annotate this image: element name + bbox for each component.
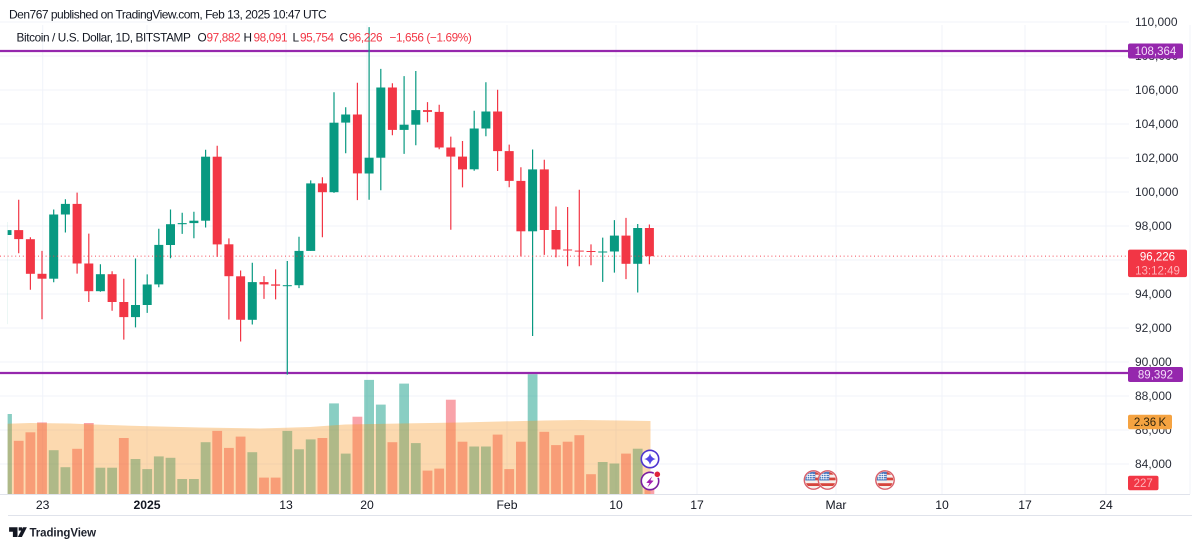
svg-text:84,000: 84,000 (1135, 457, 1172, 471)
svg-text:92,000: 92,000 (1135, 321, 1172, 335)
svg-text:94,000: 94,000 (1135, 287, 1172, 301)
svg-text:−1,656 (−1.69%): −1,656 (−1.69%) (390, 31, 472, 45)
svg-text:98,091: 98,091 (254, 31, 288, 45)
svg-text:110,000: 110,000 (1135, 15, 1178, 29)
svg-text:2.36 K: 2.36 K (1134, 417, 1167, 429)
svg-text:227: 227 (1134, 478, 1153, 490)
svg-text:88,000: 88,000 (1135, 389, 1172, 403)
svg-text:O: O (198, 31, 207, 45)
svg-text:23: 23 (36, 498, 50, 512)
svg-text:100,000: 100,000 (1135, 185, 1179, 199)
svg-text:96,226: 96,226 (349, 31, 384, 45)
svg-text:89,392: 89,392 (1138, 370, 1173, 382)
svg-text:H: H (244, 31, 252, 45)
svg-text:17: 17 (1018, 498, 1032, 512)
svg-text:106,000: 106,000 (1135, 83, 1179, 97)
svg-text:C: C (340, 31, 349, 45)
svg-text:L: L (293, 31, 300, 45)
svg-text:13: 13 (279, 498, 293, 512)
svg-text:95,754: 95,754 (300, 31, 335, 45)
svg-text:24: 24 (1099, 498, 1113, 512)
svg-text:10: 10 (609, 498, 623, 512)
svg-text:13:12:49: 13:12:49 (1135, 265, 1180, 277)
svg-text:104,000: 104,000 (1135, 117, 1179, 131)
svg-text:102,000: 102,000 (1135, 151, 1179, 165)
svg-text:Bitcoin / U.S. Dollar, 1D, BIT: Bitcoin / U.S. Dollar, 1D, BITSTAMP (17, 31, 191, 45)
svg-text:17: 17 (690, 498, 704, 512)
svg-text:20: 20 (360, 498, 374, 512)
svg-text:98,000: 98,000 (1135, 219, 1172, 233)
svg-text:108,364: 108,364 (1135, 46, 1177, 58)
svg-text:Feb: Feb (496, 498, 517, 512)
svg-text:Den767 published on TradingVie: Den767 published on TradingView.com, Feb… (9, 8, 327, 22)
svg-text:90,000: 90,000 (1135, 355, 1172, 369)
svg-text:97,882: 97,882 (207, 31, 241, 45)
svg-text:10: 10 (935, 498, 949, 512)
svg-text:96,226: 96,226 (1140, 252, 1175, 264)
svg-text:TradingView: TradingView (30, 528, 97, 540)
svg-text:2025: 2025 (133, 498, 160, 512)
svg-text:Mar: Mar (826, 498, 847, 512)
